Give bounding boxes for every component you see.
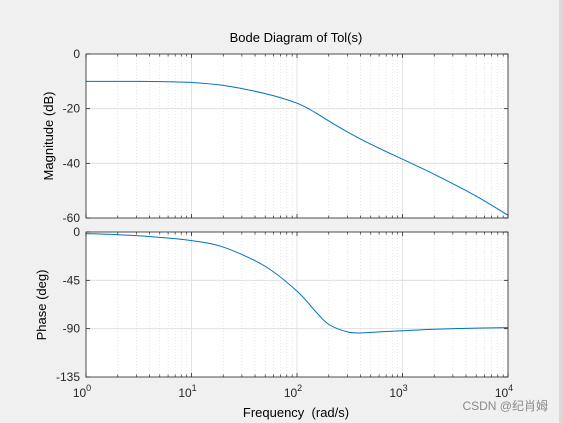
x-tick-labels: 100 101 102 103 104 — [73, 383, 513, 400]
y-tick-label: 0 — [73, 225, 80, 239]
magnitude-ticks: 0 -20 -40 -60 — [63, 47, 509, 225]
window-edge — [559, 0, 563, 423]
phase-panel: 0 -45 -90 -135 Phase (deg) — [34, 225, 509, 384]
magnitude-ylabel: Magnitude (dB) — [41, 92, 56, 181]
phase-series-line — [85, 233, 509, 334]
phase-ylabel: Phase (deg) — [34, 270, 49, 341]
magnitude-series-line — [85, 80, 509, 216]
x-tick-label: 101 — [178, 383, 196, 400]
x-tick-label: 102 — [284, 383, 302, 400]
y-tick-label: -60 — [63, 211, 81, 225]
y-tick-label: -20 — [63, 102, 81, 116]
y-tick-label: -40 — [63, 156, 81, 170]
x-tick-label: 103 — [389, 383, 407, 400]
x-tick-label: 104 — [495, 383, 513, 400]
y-tick-label: -135 — [56, 370, 80, 384]
watermark: CSDN @纪肖姆 — [462, 399, 548, 413]
y-tick-label: -45 — [63, 273, 81, 287]
y-tick-label: -90 — [63, 322, 81, 336]
x-axis-title: Frequency (rad/s) — [243, 405, 349, 420]
phase-ticks: 0 -45 -90 -135 — [56, 225, 509, 384]
x-tick-label: 100 — [73, 383, 91, 400]
magnitude-panel: 0 -20 -40 -60 Magnitude (dB) — [41, 47, 509, 225]
y-tick-label: 0 — [73, 47, 80, 61]
chart-title: Bode Diagram of Tol(s) — [230, 30, 363, 45]
